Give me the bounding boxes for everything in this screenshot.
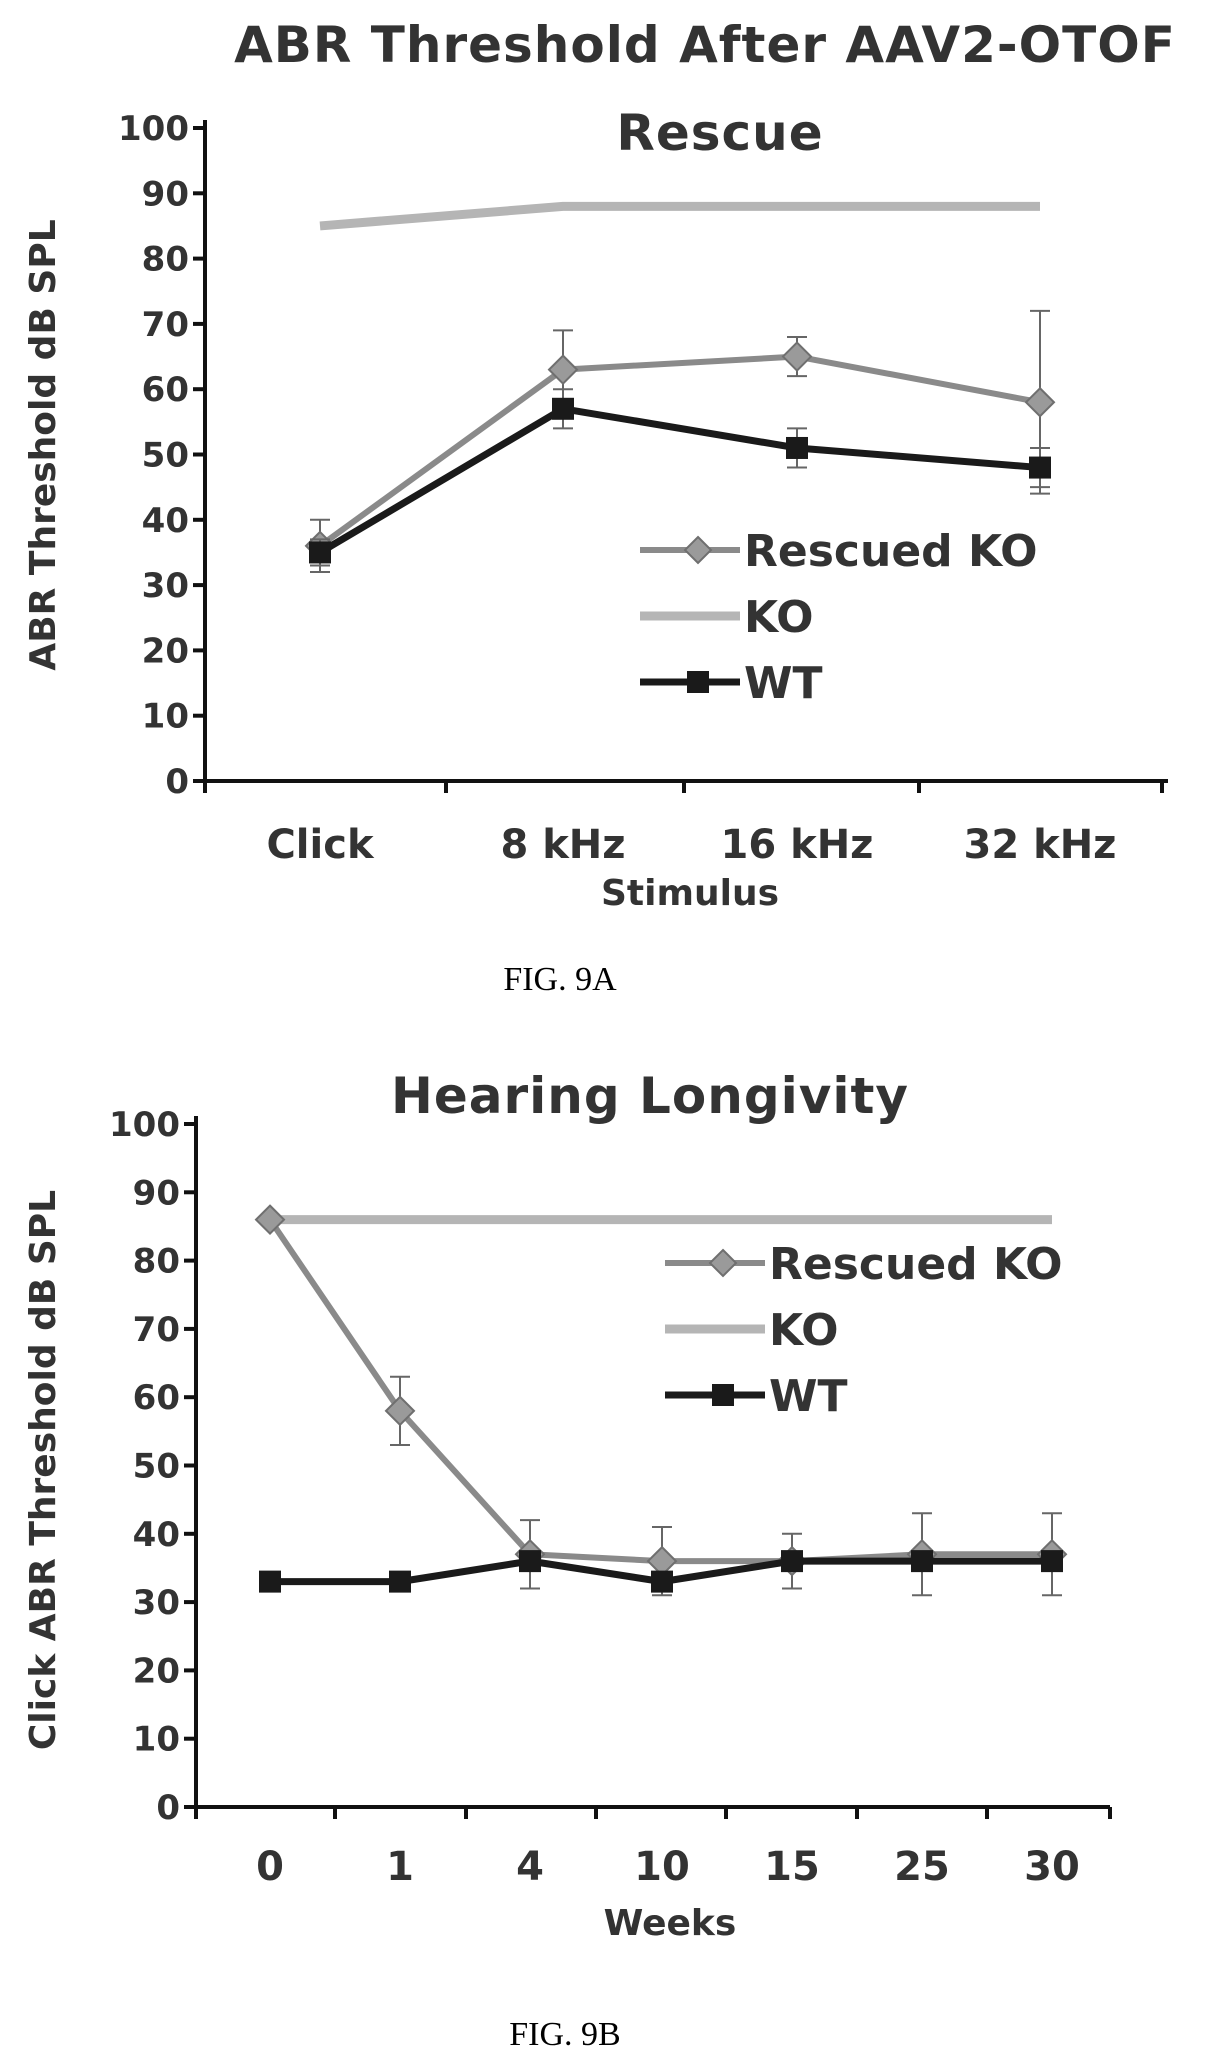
chart-a-series-rescued-ko-point xyxy=(781,341,813,372)
chart-a-y-axis-title: ABR Threshold dB SPL xyxy=(23,219,64,670)
chart-a-y-tick-label: 0 xyxy=(165,762,189,802)
chart-a-x-tick-label: 16 kHz xyxy=(721,822,874,868)
chart-a-y-tick-label: 60 xyxy=(142,370,189,410)
chart-b-series-wt-point xyxy=(781,1550,803,1573)
chart-a-x-tick-label: 32 kHz xyxy=(964,822,1117,868)
chart-a-y-tick-label: 10 xyxy=(142,697,189,737)
chart-a-series-rescued-ko-line xyxy=(318,353,1041,549)
chart-b-legend-wt-label: WT xyxy=(769,1371,848,1422)
chart-a-series-rescued-ko-point xyxy=(1024,386,1056,418)
chart-a-series-rescued-ko-point xyxy=(547,354,579,386)
chart-b-x-tick-label: 4 xyxy=(516,1844,544,1890)
chart-b-y-tick-label: 60 xyxy=(133,1378,180,1418)
chart-a-legend-rescued-ko-marker xyxy=(683,535,713,565)
chart-b-x-tick-label: 15 xyxy=(764,1844,820,1890)
chart-a-y-tick-label: 100 xyxy=(118,109,189,149)
chart-a-series-wt-point xyxy=(786,436,808,459)
chart-a-y-tick-label: 70 xyxy=(142,305,189,345)
chart-b-series-wt-point xyxy=(389,1570,411,1593)
chart-b-y-tick-label: 90 xyxy=(133,1173,180,1213)
chart-a-marks: 0 10 20 30 40 50 60 70 80 90 100 Click 8 kHz 16 kHz 32… xyxy=(118,109,1168,868)
chart-b-y-tick-label: 20 xyxy=(133,1651,180,1691)
chart-b-x-tick-label: 25 xyxy=(894,1844,950,1890)
chart-a-title-line1: ABR Threshold After AAV2-OTOF xyxy=(234,16,1176,74)
chart-b-series-wt-point xyxy=(651,1570,673,1593)
chart-b-y-tick-label: 10 xyxy=(133,1720,180,1760)
chart-a-legend-rescued-ko-label: Rescued KO xyxy=(744,526,1038,577)
chart-b-marks: 0 10 20 30 40 50 60 70 80 90 100 0 1 4 10 15 25 30 Rescued… xyxy=(109,1105,1112,1890)
chart-b-series-wt-point xyxy=(1041,1550,1063,1573)
chart-a-legend-wt-marker xyxy=(687,671,709,693)
chart-a-legend-wt-label: WT xyxy=(744,658,823,709)
chart-a-series-wt-point xyxy=(552,397,574,420)
chart-a-caption: FIG. 9A xyxy=(503,961,617,998)
chart-b-y-axis-title: Click ABR Threshold dB SPL xyxy=(23,1190,64,1750)
chart-a-legend-ko-label: KO xyxy=(744,592,814,643)
chart-a-series-wt-line xyxy=(318,405,1041,556)
chart-a-series-ko-line xyxy=(319,201,1040,231)
chart-b-y-tick-label: 100 xyxy=(109,1105,180,1145)
chart-a-y-tick-label: 40 xyxy=(142,501,189,541)
chart-b-series-wt-point xyxy=(519,1550,541,1573)
chart-a-series-wt-point xyxy=(309,541,331,564)
chart-b-series-wt-point xyxy=(259,1570,281,1593)
chart-a-y-tick-label: 90 xyxy=(142,174,189,214)
chart-hearing-longevity: Hearing Longivity Click ABR Threshold dB… xyxy=(23,1067,1112,2053)
chart-b-y-tick-label: 0 xyxy=(156,1788,180,1828)
chart-a-title-line2: Rescue xyxy=(616,104,823,162)
chart-a-x-tick-label: 8 kHz xyxy=(500,822,625,868)
chart-b-series-rescued-ko-point xyxy=(384,1395,416,1427)
chart-b-x-tick-label: 0 xyxy=(256,1844,284,1890)
chart-a-y-tick-label: 20 xyxy=(142,631,189,671)
chart-b-legend-rescued-ko-marker xyxy=(708,1248,738,1278)
chart-b-y-tick-label: 30 xyxy=(133,1583,180,1623)
chart-b-y-tick-label: 50 xyxy=(133,1447,180,1487)
chart-a-x-tick-label: Click xyxy=(266,822,374,868)
chart-b-series-rescued-ko-point xyxy=(254,1204,286,1236)
chart-b-x-tick-label: 30 xyxy=(1024,1844,1080,1890)
chart-b-legend-rescued-ko-label: Rescued KO xyxy=(769,1239,1063,1290)
chart-b-caption: FIG. 9B xyxy=(509,2016,620,2053)
chart-a-y-tick-label: 50 xyxy=(142,436,189,476)
chart-a-y-tick-label: 30 xyxy=(142,566,189,606)
chart-b-legend-wt-marker xyxy=(712,1384,734,1406)
chart-b-y-tick-label: 70 xyxy=(133,1310,180,1350)
chart-b-series-wt-point xyxy=(911,1550,933,1573)
chart-abr-threshold: ABR Threshold After AAV2-OTOF Rescue ABR… xyxy=(23,16,1176,998)
chart-b-x-tick-label: 1 xyxy=(386,1844,414,1890)
chart-b-legend-ko-label: KO xyxy=(769,1305,839,1356)
chart-a-series-wt-point xyxy=(1029,456,1051,479)
chart-b-y-tick-label: 40 xyxy=(133,1515,180,1555)
chart-b-x-axis-title: Weeks xyxy=(604,1903,737,1944)
chart-a-x-axis-title: Stimulus xyxy=(601,873,779,914)
chart-b-x-tick-label: 10 xyxy=(634,1844,690,1890)
chart-b-y-tick-label: 80 xyxy=(133,1242,180,1282)
chart-b-title: Hearing Longivity xyxy=(391,1067,909,1125)
chart-a-y-tick-label: 80 xyxy=(142,240,189,280)
